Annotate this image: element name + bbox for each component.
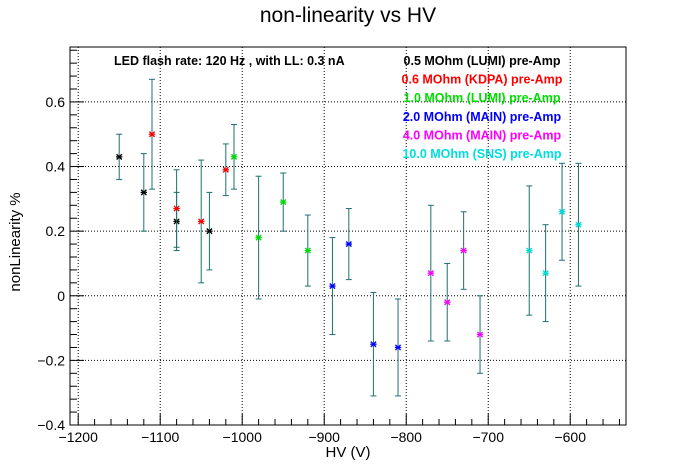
data-point xyxy=(575,221,582,228)
data-point xyxy=(206,228,213,235)
x-tick-label: −900 xyxy=(308,429,340,445)
y-tick-label: 0 xyxy=(57,288,65,304)
data-point xyxy=(140,189,148,196)
data-point xyxy=(148,131,156,138)
data-point xyxy=(526,247,533,254)
data-point xyxy=(345,240,353,248)
y-tick-label: −0.4 xyxy=(37,417,65,433)
series-3 xyxy=(230,124,312,300)
legend-entry: 0.5 MOhm (LUMI) pre-Amp xyxy=(404,54,561,68)
x-tick-label: −600 xyxy=(554,429,586,445)
y-axis-title: nonLinearity % xyxy=(7,192,24,291)
series-1 xyxy=(116,133,213,271)
legend-entry: 10.0 MOhm (SNS) pre-Amp xyxy=(402,147,561,161)
chart-title: non-linearity vs HV xyxy=(260,4,436,27)
series-4 xyxy=(329,208,402,397)
data-point xyxy=(198,218,205,225)
data-point xyxy=(476,331,484,338)
legend: 0.5 MOhm (LUMI) pre-Amp 0.6 MOhm (KDPA) p… xyxy=(402,54,563,161)
data-layer xyxy=(116,78,582,397)
legend-entry: 4.0 MOhm (MAIN) pre-Amp xyxy=(403,128,562,142)
data-point xyxy=(444,299,451,306)
data-point xyxy=(370,341,377,348)
series-2 xyxy=(148,78,230,284)
y-tick-label: 0.4 xyxy=(46,159,66,175)
data-point xyxy=(280,198,287,206)
y-tick-label: 0.6 xyxy=(46,94,66,110)
x-tick-label: −800 xyxy=(390,429,422,445)
y-tick-labels: −0.4 −0.2 0 0.2 0.4 0.6 xyxy=(37,94,65,433)
data-point xyxy=(222,166,230,173)
legend-entry: 2.0 MOhm (MAIN) pre-Amp xyxy=(403,110,562,124)
series-5 xyxy=(427,204,484,374)
x-tick-label: −700 xyxy=(472,429,504,445)
data-point xyxy=(460,247,467,254)
legend-entry: 0.6 MOhm (KDPA) pre-Amp xyxy=(402,73,563,87)
data-point xyxy=(304,247,312,254)
series-6 xyxy=(526,162,582,323)
plot-frame xyxy=(69,46,627,426)
x-tick-labels: −1200 −1100 −1000 −900 −800 −700 −600 xyxy=(59,429,587,445)
data-point xyxy=(427,270,435,277)
y-tick-label: 0.2 xyxy=(46,223,66,239)
x-tick-label: −1200 xyxy=(59,429,99,445)
data-point xyxy=(558,208,566,215)
x-tick-label: −1100 xyxy=(141,429,179,445)
data-point xyxy=(542,270,549,277)
data-point xyxy=(394,344,402,351)
data-point xyxy=(116,153,123,160)
legend-entry: 1.0 MOhm (LUMI) pre-Amp xyxy=(404,91,561,105)
x-axis-title: HV (V) xyxy=(326,444,371,461)
flash-rate-annotation: LED flash rate: 120 Hz , with LL: 0.3 nA xyxy=(114,54,345,68)
y-tick-label: −0.2 xyxy=(37,352,65,368)
data-point xyxy=(230,153,238,160)
grid-layer xyxy=(70,47,626,426)
data-point xyxy=(173,205,180,212)
data-point xyxy=(329,282,336,290)
data-point xyxy=(255,234,262,241)
tick-layer xyxy=(70,49,620,426)
x-tick-label: −1000 xyxy=(223,429,263,445)
